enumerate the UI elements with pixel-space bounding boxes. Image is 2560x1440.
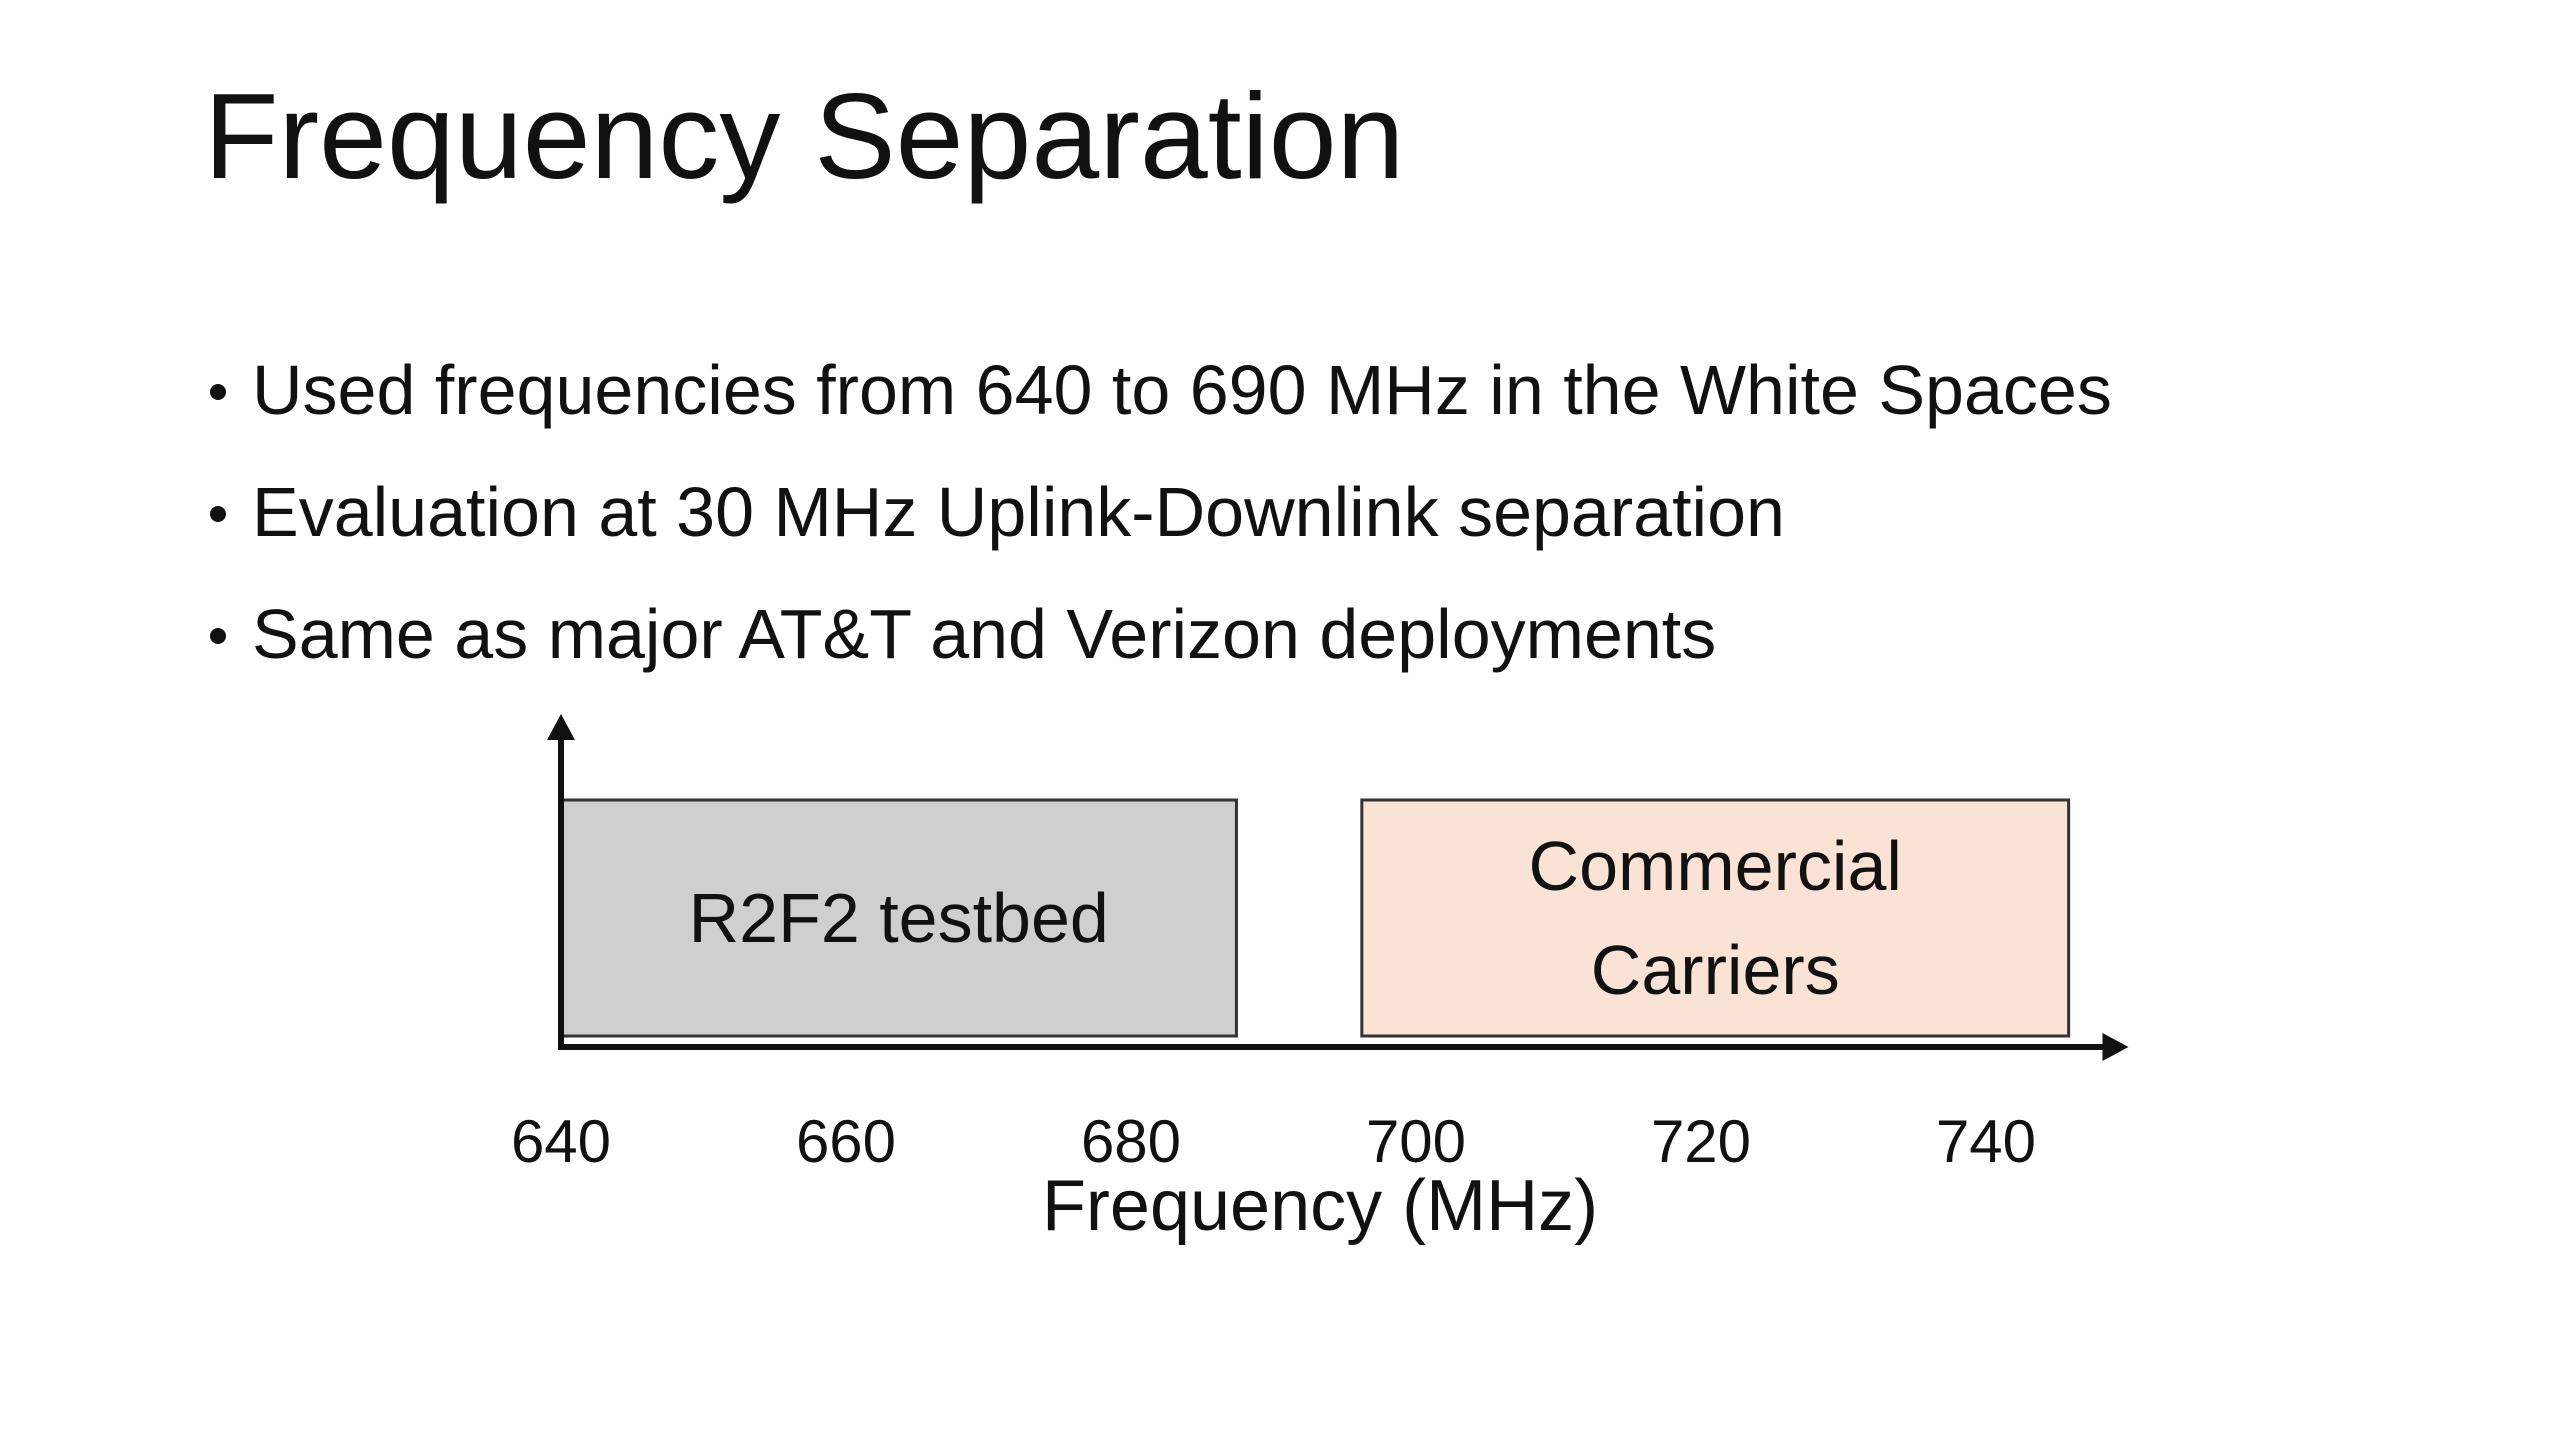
bullet-text: Used frequencies from 640 to 690 MHz in …	[252, 351, 2112, 429]
y-axis-arrow	[547, 714, 575, 740]
x-tick-label: 720	[1651, 1108, 1751, 1175]
slide-title: Frequency Separation	[204, 68, 1404, 204]
bullet-dot	[210, 628, 226, 644]
band-label: R2F2 testbed	[689, 879, 1109, 957]
x-tick-label: 680	[1081, 1108, 1181, 1175]
x-axis-arrow	[2102, 1033, 2129, 1061]
band	[1360, 798, 2071, 1038]
band-label: Commercial	[1529, 827, 1902, 905]
band	[559, 798, 1238, 1038]
x-tick-label: 640	[511, 1108, 611, 1175]
bullet-dot	[210, 506, 226, 522]
band-label: Carriers	[1591, 931, 1840, 1009]
x-axis-label: Frequency (MHz)	[1042, 1166, 1598, 1246]
x-tick-label: 660	[796, 1108, 896, 1175]
bullet-dot	[210, 384, 226, 400]
x-tick-label: 700	[1366, 1108, 1466, 1175]
bullet-text: Evaluation at 30 MHz Uplink-Downlink sep…	[252, 473, 1785, 551]
bullet-text: Same as major AT&T and Verizon deploymen…	[252, 595, 1716, 673]
x-tick-label: 740	[1936, 1108, 2036, 1175]
